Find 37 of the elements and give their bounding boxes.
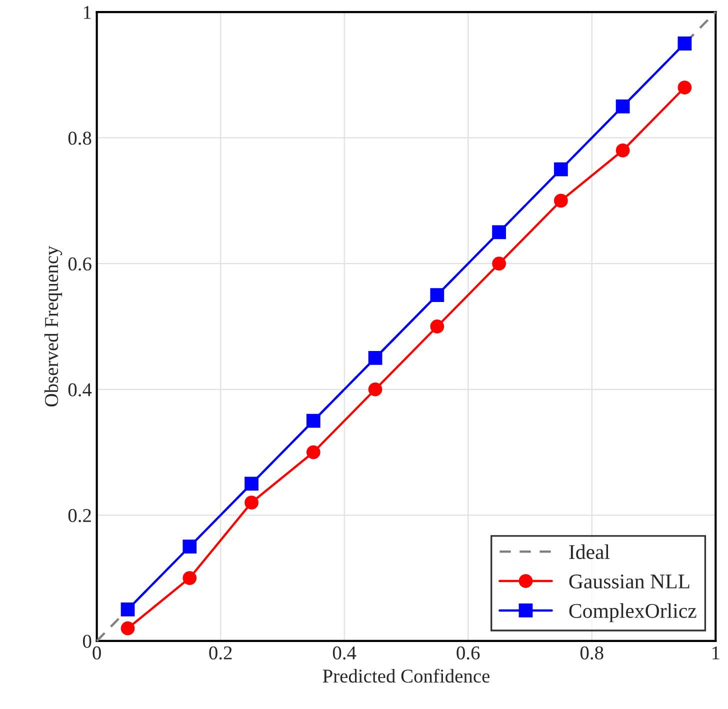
- point: [678, 80, 692, 94]
- point: [368, 350, 382, 365]
- x-tick-label: 0.2: [209, 646, 232, 660]
- point: [120, 602, 135, 616]
- y-tick-label: 0.6: [68, 257, 92, 271]
- x-tick-label: 0.8: [580, 646, 604, 660]
- point: [492, 225, 506, 240]
- point: [492, 256, 506, 271]
- point: [430, 288, 444, 302]
- legend-label: Gaussian NLL: [569, 574, 690, 589]
- point: [182, 540, 197, 554]
- point: [616, 143, 630, 158]
- legend-label: ComplexOrlicz: [569, 603, 696, 622]
- point: [120, 621, 135, 636]
- y-tick-label: 1: [84, 6, 91, 19]
- x-axis-title: Predicted Confidence: [322, 668, 490, 683]
- x-tick-label: 0: [92, 646, 101, 660]
- point: [678, 36, 692, 50]
- point: [616, 99, 630, 114]
- x-tick-label: 0.4: [332, 646, 356, 660]
- y-tick-label: 0.2: [68, 508, 91, 522]
- point: [306, 445, 320, 460]
- y-tick-label: 0: [82, 634, 92, 648]
- y-tick-label: 0.8: [68, 132, 92, 145]
- point: [306, 414, 320, 428]
- point: [182, 571, 197, 585]
- y-tick-label: 0.4: [68, 383, 92, 396]
- point: [368, 382, 382, 396]
- y-axis-title: Observed Frequency: [44, 246, 62, 406]
- x-tick-label: 1: [712, 646, 720, 660]
- legend-label: Ideal: [569, 544, 610, 560]
- point: [430, 320, 444, 334]
- point: [244, 476, 258, 491]
- point: [244, 496, 258, 510]
- x-tick-label: 0.6: [456, 646, 480, 660]
- point: [554, 162, 568, 176]
- point: [554, 194, 568, 208]
